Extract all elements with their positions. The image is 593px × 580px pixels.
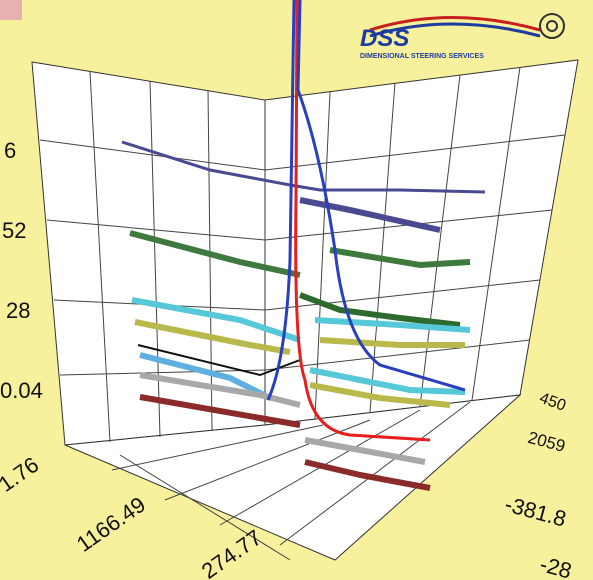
- axis-label: 0.04: [0, 378, 43, 403]
- logo-target: [546, 20, 558, 32]
- logo-swoosh: [369, 16, 541, 32]
- well-red: [294, 0, 431, 442]
- logo-title: DSS: [360, 25, 409, 52]
- floor: [64, 394, 522, 561]
- logo: DSS DIMENSIONAL STEERING SERVICES: [360, 13, 565, 60]
- well-blue: [296, 0, 466, 392]
- logo-target: [539, 13, 565, 39]
- axis-label: 6: [4, 138, 16, 163]
- logo-subtitle: DIMENSIONAL STEERING SERVICES: [360, 53, 484, 60]
- axis-label: 52: [2, 218, 26, 243]
- edge-panel: [0, 0, 22, 20]
- well-blue-2: [266, 0, 296, 401]
- logo-swoosh: [369, 22, 541, 38]
- axis-label: 28: [6, 298, 30, 323]
- trajectories: [121, 140, 486, 491]
